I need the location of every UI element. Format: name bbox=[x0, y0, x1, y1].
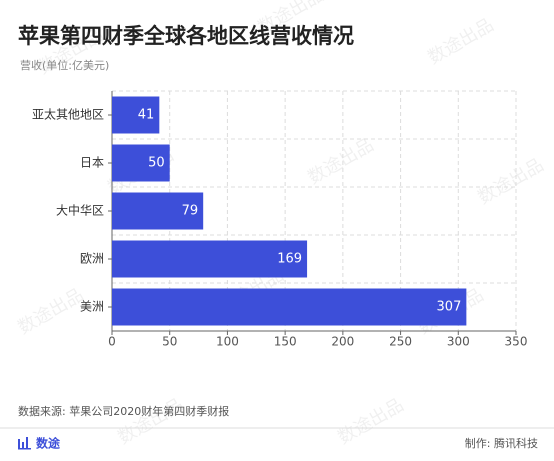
x-tick-label: 200 bbox=[331, 335, 354, 349]
x-tick-label: 150 bbox=[274, 335, 297, 349]
logo-icon bbox=[18, 437, 31, 450]
x-tick-label: 350 bbox=[505, 335, 528, 349]
y-tick-label: 欧洲 bbox=[80, 252, 104, 266]
x-tick-label: 100 bbox=[216, 335, 239, 349]
value-label: 79 bbox=[182, 204, 199, 219]
value-label: 50 bbox=[148, 156, 165, 171]
logo: 数途 bbox=[36, 436, 61, 451]
chart-subtitle: 营收(单位:亿美元) bbox=[20, 58, 109, 72]
bar bbox=[112, 288, 467, 326]
credit: 制作: 腾讯科技 bbox=[465, 436, 538, 450]
bar bbox=[112, 192, 204, 230]
y-tick-label: 美洲 bbox=[80, 300, 104, 314]
value-label: 41 bbox=[138, 108, 155, 123]
x-tick-label: 0 bbox=[108, 335, 116, 349]
source: 数据来源: 苹果公司2020财年第四财季财报 bbox=[18, 404, 229, 418]
x-tick-label: 300 bbox=[447, 335, 470, 349]
bar bbox=[112, 240, 308, 278]
y-tick-label: 大中华区 bbox=[56, 203, 104, 218]
bar bbox=[112, 96, 160, 134]
x-tick-label: 50 bbox=[162, 335, 177, 349]
y-tick-label: 亚太其他地区 bbox=[32, 107, 104, 122]
chart-title: 苹果第四财季全球各地区线营收情况 bbox=[18, 24, 354, 48]
value-label: 307 bbox=[437, 300, 462, 315]
value-label: 169 bbox=[277, 252, 302, 267]
x-tick-label: 250 bbox=[389, 335, 412, 349]
y-tick-label: 日本 bbox=[80, 156, 104, 170]
bar bbox=[112, 144, 170, 182]
plot-area: 0 50 100 150 200 250 300 350 亚太其他地区 41 日本 50 大中华区 79 欧… bbox=[32, 90, 528, 349]
